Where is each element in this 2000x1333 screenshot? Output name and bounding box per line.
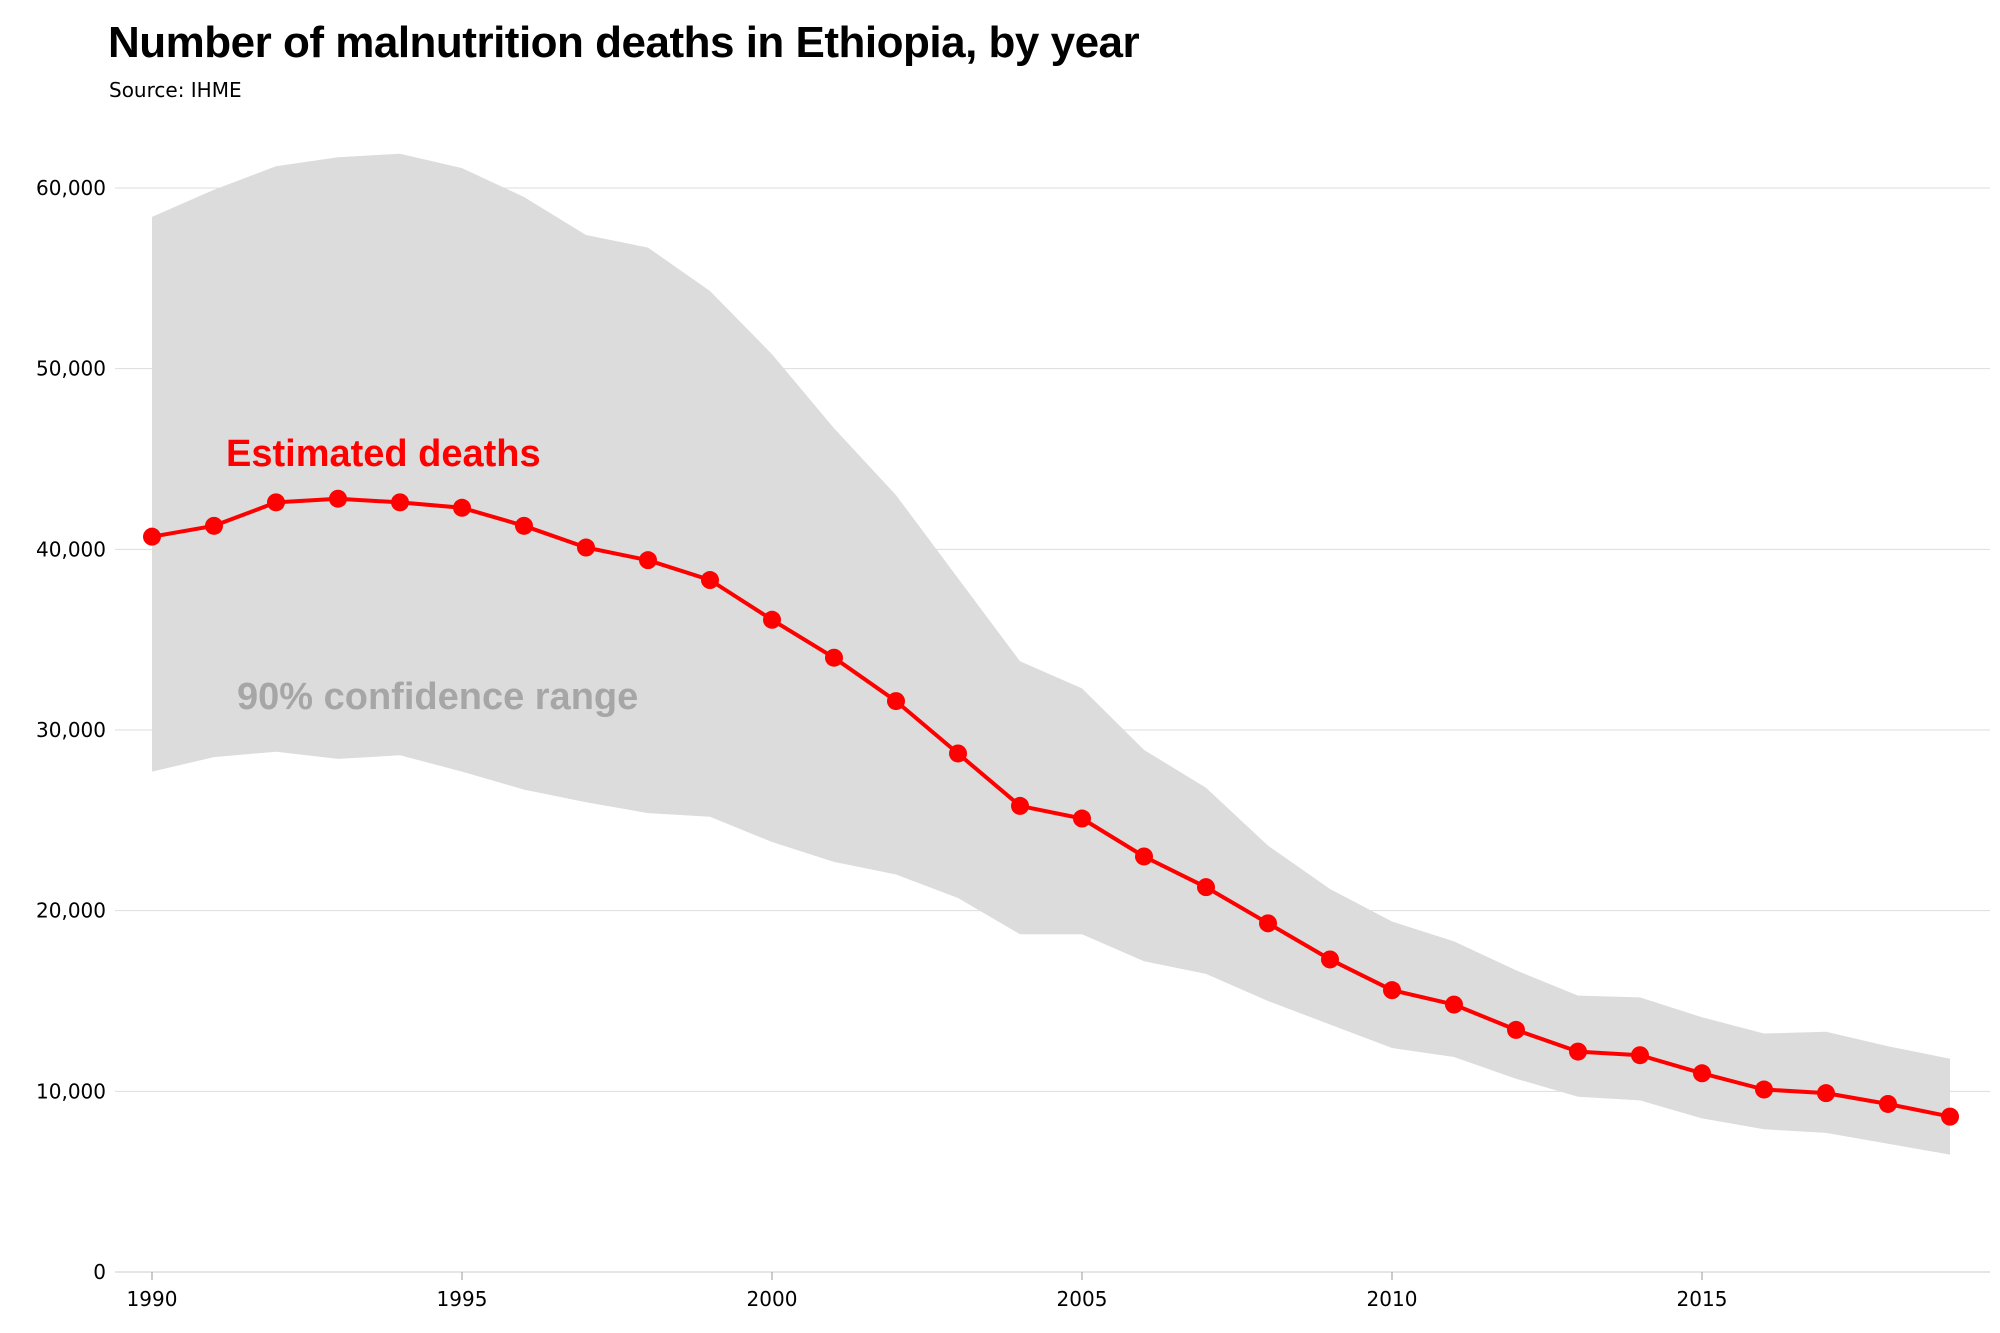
data-point (1755, 1080, 1773, 1099)
data-point (1197, 878, 1215, 897)
y-axis: 0 10,000 20,000 30,000 40,000 50,000 60,000 (36, 176, 106, 1284)
data-point (329, 489, 347, 508)
x-tick-label: 1990 (127, 1287, 178, 1311)
data-point (1135, 847, 1153, 866)
data-point (949, 744, 967, 763)
data-point (1879, 1094, 1897, 1113)
data-point (701, 571, 719, 590)
data-point (763, 610, 781, 629)
y-tick-label: 30,000 (36, 718, 106, 742)
x-tick-label: 1995 (437, 1287, 488, 1311)
x-tick-label: 2010 (1367, 1287, 1418, 1311)
data-point (577, 538, 595, 557)
data-point (453, 498, 471, 517)
y-tick-label: 0 (93, 1260, 106, 1284)
band-label-confidence-range: 90% confidence range (237, 676, 638, 718)
y-tick-label: 50,000 (36, 357, 106, 381)
data-point (1631, 1046, 1649, 1065)
data-point (1569, 1042, 1587, 1061)
series-label-estimated-deaths: Estimated deaths (226, 433, 541, 475)
data-point (1321, 950, 1339, 969)
y-tick-label: 20,000 (36, 899, 106, 923)
data-point (1693, 1064, 1711, 1083)
data-point (391, 493, 409, 512)
x-tick-label: 2015 (1677, 1287, 1728, 1311)
data-point (267, 493, 285, 512)
x-tick-label: 2005 (1057, 1287, 1108, 1311)
chart-title: Number of malnutrition deaths in Ethiopi… (108, 18, 1140, 67)
data-point (143, 527, 161, 546)
confidence-band (152, 153, 1950, 1155)
data-point (639, 551, 657, 570)
series-line-estimated-deaths (151, 496, 1951, 1119)
x-tick-label: 2000 (747, 1287, 798, 1311)
data-point (1941, 1107, 1959, 1126)
y-tick-label: 10,000 (36, 1079, 106, 1103)
data-point (1445, 995, 1463, 1014)
data-point (1073, 809, 1091, 828)
data-point (1817, 1084, 1835, 1103)
data-point (1011, 796, 1029, 815)
y-tick-label: 60,000 (36, 176, 106, 200)
data-point (1259, 914, 1277, 933)
data-point (1383, 981, 1401, 1000)
data-point (515, 516, 533, 535)
y-tick-label: 40,000 (36, 537, 106, 561)
data-point (887, 692, 905, 711)
data-point (205, 516, 223, 535)
data-points (143, 489, 1959, 1126)
data-point (1507, 1020, 1525, 1039)
x-axis: 1990 1995 2000 2005 2010 2015 (127, 1272, 1728, 1311)
chart-source: Source: IHME (109, 78, 242, 102)
data-point (825, 648, 843, 667)
